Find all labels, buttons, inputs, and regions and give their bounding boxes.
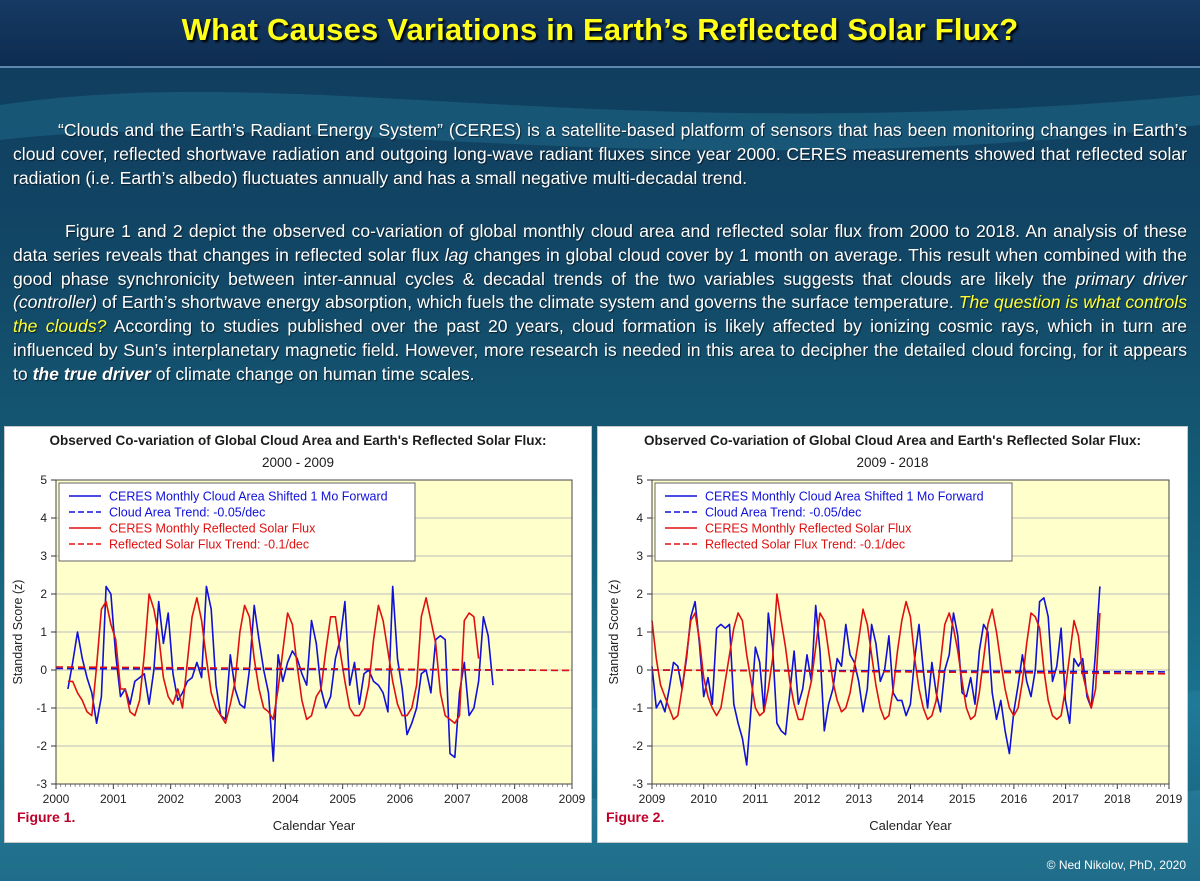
legend-entry: CERES Monthly Reflected Solar Flux: [705, 522, 912, 536]
y-tick-label: -1: [36, 701, 47, 715]
analysis-text-5: of climate change on human time scales.: [150, 363, 475, 384]
y-tick-label: -1: [632, 701, 643, 715]
figure-2-title: Observed Co-variation of Global Cloud Ar…: [643, 433, 1142, 448]
x-tick-label: 2019: [1156, 792, 1183, 806]
x-tick-label: 2012: [794, 792, 821, 806]
legend-entry: Reflected Solar Flux Trend: -0.1/dec: [705, 538, 905, 552]
legend-entry: CERES Monthly Cloud Area Shifted 1 Mo Fo…: [705, 490, 984, 504]
x-axis-label: Calendar Year: [869, 818, 952, 833]
x-tick-label: 2014: [897, 792, 924, 806]
title-bar: What Causes Variations in Earth’s Reflec…: [0, 0, 1200, 68]
y-tick-label: 3: [40, 549, 47, 563]
y-tick-label: 3: [636, 549, 643, 563]
analysis-text-4: According to studies published over the …: [13, 316, 1187, 384]
figure-2-label: Figure 2.: [606, 809, 665, 825]
reflected-flux-trend-line: [651, 669, 1170, 675]
figure-1-subtitle: 2000 - 2009: [261, 455, 335, 470]
reflected-flux-series-line: [651, 593, 1101, 721]
y-tick-label: 1: [40, 625, 47, 639]
x-tick-label: 2000: [43, 792, 70, 806]
y-tick-label: 5: [40, 473, 47, 487]
analysis-text-3: of Earth’s shortwave energy absorption, …: [97, 292, 959, 313]
x-tick-label: 2005: [329, 792, 356, 806]
legend-entry: Cloud Area Trend: -0.05/dec: [109, 506, 265, 520]
analysis-text-1: Figure 1 and 2 depict the observed co-va…: [13, 221, 1187, 265]
x-tick-label: 2013: [845, 792, 872, 806]
plot-border: [651, 479, 1170, 785]
y-axis-label: Standard Score (z): [11, 580, 25, 685]
y-tick-label: 0: [40, 663, 47, 677]
reflected-flux-series-line: [67, 593, 480, 725]
analysis-text-2: changes in global cloud cover by 1 month…: [13, 244, 1187, 289]
figure-1-panel: Observed Co-variation of Global Cloud Ar…: [4, 426, 592, 843]
x-tick-label: 2010: [690, 792, 717, 806]
figure-1-title: Observed Co-variation of Global Cloud Ar…: [49, 433, 547, 448]
plot-border: [55, 479, 573, 785]
cloud-area-trend-line: [651, 669, 1170, 673]
legend-entry: Reflected Solar Flux Trend: -0.1/dec: [109, 538, 309, 552]
analysis-paragraph: Figure 1 and 2 depict the observed co-va…: [13, 220, 1187, 387]
x-tick-label: 2009: [559, 792, 586, 806]
x-tick-label: 2001: [100, 792, 127, 806]
x-tick-label: 2002: [157, 792, 184, 806]
x-tick-label: 2011: [742, 792, 768, 806]
x-tick-label: 2016: [1001, 792, 1028, 806]
analysis-lag: lag: [444, 244, 469, 265]
y-tick-label: 4: [636, 511, 643, 525]
x-tick-label: 2003: [215, 792, 242, 806]
cloud-area-series-line: [651, 586, 1101, 766]
y-tick-label: 0: [636, 663, 643, 677]
figure-2-panel: Observed Co-variation of Global Cloud Ar…: [597, 426, 1188, 843]
x-tick-label: 2015: [949, 792, 976, 806]
y-tick-label: 2: [636, 587, 643, 601]
analysis-primary-driver: primary driver (controller): [13, 268, 1188, 313]
analysis-true-driver: the true driver: [32, 363, 151, 384]
legend-entry: CERES Monthly Cloud Area Shifted 1 Mo Fo…: [109, 490, 388, 504]
y-tick-label: 4: [40, 511, 47, 525]
y-tick-label: 1: [636, 625, 643, 639]
x-tick-label: 2004: [272, 792, 299, 806]
legend-entry: CERES Monthly Reflected Solar Flux: [109, 522, 316, 536]
page-title: What Causes Variations in Earth’s Reflec…: [181, 12, 1019, 47]
reflected-flux-trend-line: [55, 666, 573, 672]
intro-paragraph: “Clouds and the Earth’s Radiant Energy S…: [13, 120, 1187, 188]
y-axis-label: Standard Score (z): [607, 580, 621, 685]
x-tick-label: 2017: [1052, 792, 1079, 806]
legend-box: [58, 482, 416, 562]
y-tick-label: -3: [36, 777, 47, 791]
figure-2-subtitle: 2009 - 2018: [856, 455, 929, 470]
x-tick-label: 2018: [1104, 792, 1131, 806]
y-tick-label: -3: [632, 777, 643, 791]
x-tick-label: 2009: [639, 792, 666, 806]
x-tick-label: 2008: [501, 792, 528, 806]
figure-1-label: Figure 1.: [17, 809, 76, 825]
x-tick-label: 2006: [387, 792, 414, 806]
analysis-question: The question is what controls the clouds…: [13, 292, 1187, 337]
legend-entry: Cloud Area Trend: -0.05/dec: [705, 506, 861, 520]
y-tick-label: 2: [40, 587, 47, 601]
legend-box: [654, 482, 1013, 562]
y-tick-label: -2: [36, 739, 47, 753]
x-axis-label: Calendar Year: [273, 818, 356, 833]
copyright: © Ned Nikolov, PhD, 2020: [1046, 858, 1186, 872]
x-tick-label: 2007: [444, 792, 471, 806]
y-tick-label: 5: [636, 473, 643, 487]
y-tick-label: -2: [632, 739, 643, 753]
